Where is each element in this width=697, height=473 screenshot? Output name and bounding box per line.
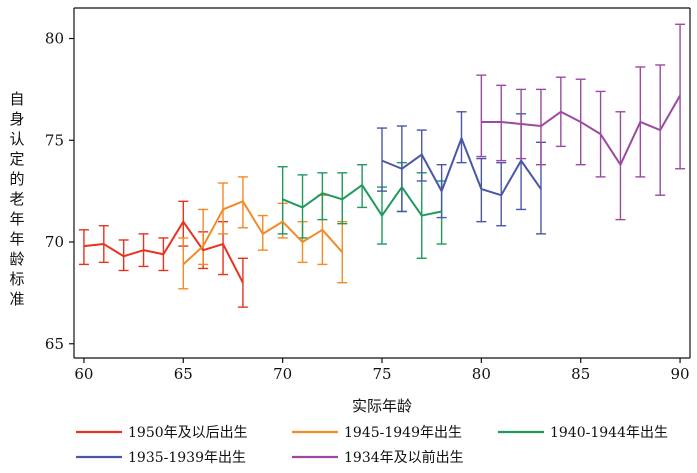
error-bars — [78, 23, 686, 308]
series-5-line — [481, 95, 681, 166]
series-5-errorbar — [535, 88, 546, 166]
series-5-errorbar — [476, 74, 487, 158]
series-1-line — [83, 220, 244, 284]
x-tick-label: 75 — [372, 365, 391, 383]
y-tick-label: 75 — [45, 131, 64, 149]
legend-item: 1950年及以后出生 — [76, 425, 248, 441]
x-tick-label: 70 — [273, 365, 292, 383]
y-axis-title: 自身认定的老年年龄标准 — [9, 90, 24, 308]
x-tick-label: 60 — [74, 365, 93, 383]
x-tick-label: 85 — [571, 365, 590, 383]
legend-item: 1940-1944年出生 — [498, 425, 668, 441]
series-4-line — [381, 137, 542, 197]
series-2-errorbar — [198, 208, 209, 266]
y-tick-label: 65 — [45, 335, 64, 353]
y-tick-label: 80 — [45, 30, 64, 48]
series-5-errorbar — [615, 111, 626, 221]
legend-label: 1935-1939年出生 — [128, 450, 246, 466]
series-4-errorbar — [456, 111, 467, 164]
x-axis-title: 实际年龄 — [352, 397, 412, 415]
legend-label: 1934年及以前出生 — [344, 449, 464, 466]
x-tick-label: 80 — [472, 365, 491, 383]
legend: 1950年及以后出生 1945-1949年出生 1940-1944年出生 1935-1… — [76, 425, 668, 466]
axes: 60 65 70 75 80 85 90 65 70 75 80 — [45, 7, 691, 383]
y-axis-title-text: 自身认定的老年年龄标准 — [9, 90, 24, 308]
legend-item: 1945-1949年出生 — [292, 425, 462, 441]
x-tick-label: 90 — [671, 365, 690, 383]
legend-label: 1940-1944年出生 — [550, 425, 668, 441]
y-tick-label: 70 — [45, 233, 64, 251]
series-3-errorbar — [317, 172, 328, 221]
legend-label: 1945-1949年出生 — [344, 425, 462, 441]
series-lines — [83, 95, 681, 284]
x-tick-label: 65 — [174, 365, 193, 383]
series-2-line — [182, 200, 344, 266]
legend-label: 1950年及以后出生 — [128, 425, 248, 441]
series-1-errorbar — [78, 229, 89, 266]
legend-item: 1934年及以前出生 — [292, 449, 464, 466]
series-5-errorbar — [496, 84, 507, 162]
series-4-errorbar — [377, 127, 387, 192]
series-3-line — [282, 184, 442, 217]
legend-item: 1935-1939年出生 — [76, 450, 246, 466]
